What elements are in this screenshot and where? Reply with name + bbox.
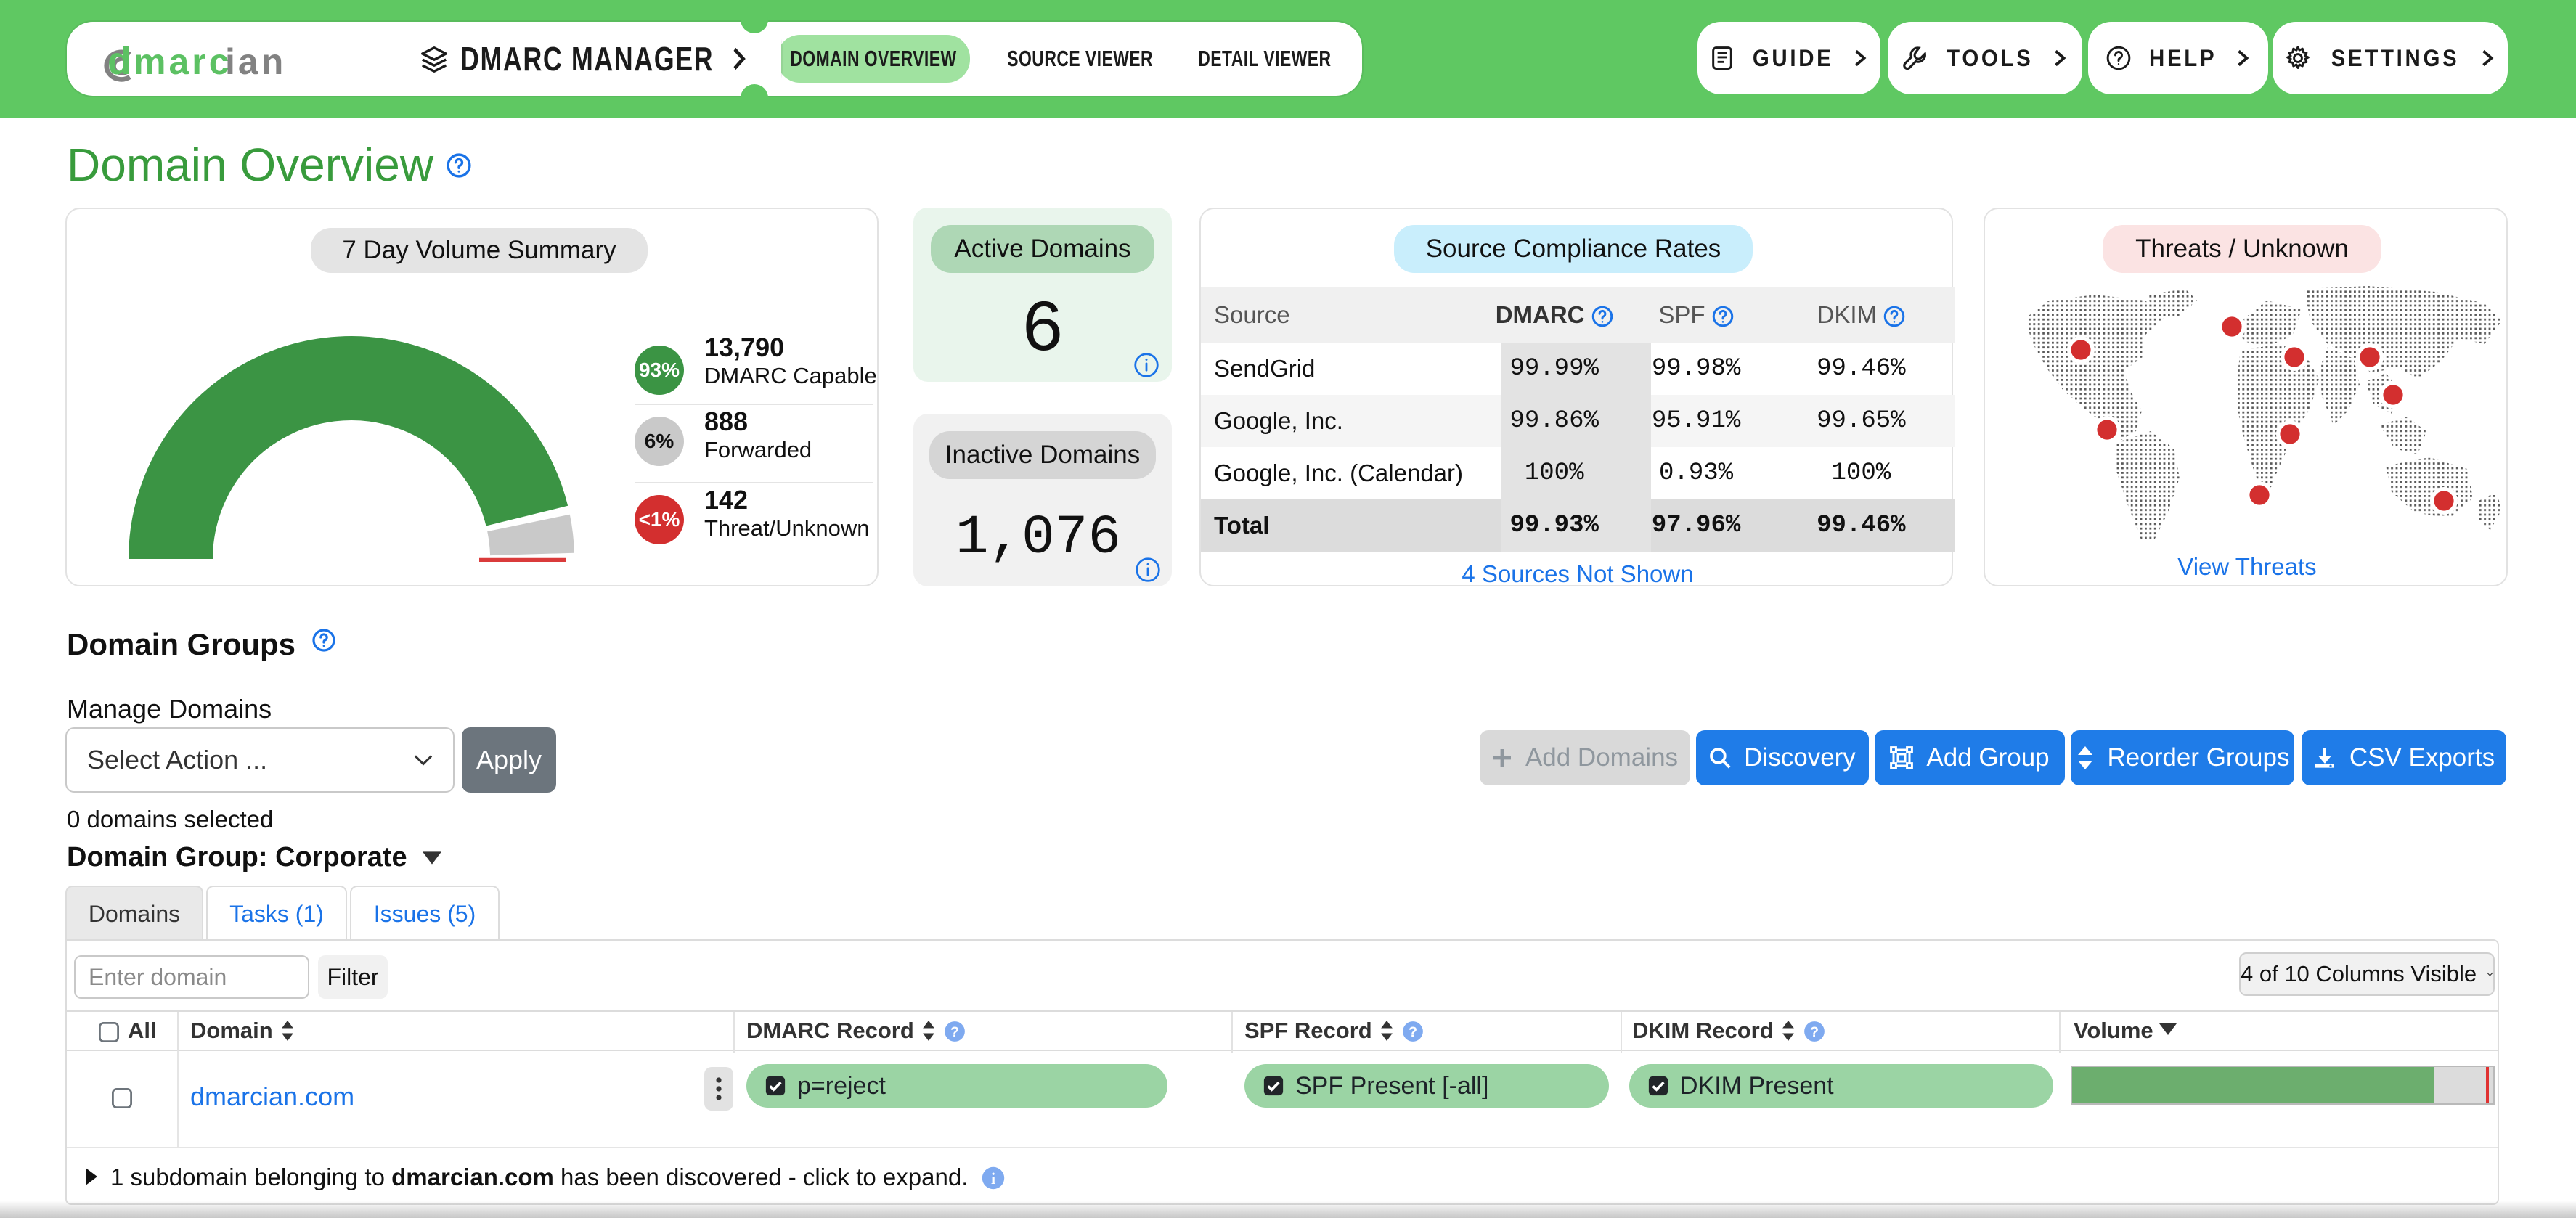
svg-text:ian: ian — [225, 41, 286, 82]
svg-text:d: d — [107, 39, 131, 83]
svg-text:?: ? — [1409, 1024, 1417, 1040]
svg-text:?: ? — [1810, 1024, 1819, 1040]
svg-text:i: i — [991, 1169, 995, 1188]
svg-text:marc: marc — [134, 41, 232, 82]
svg-text:?: ? — [950, 1024, 959, 1040]
